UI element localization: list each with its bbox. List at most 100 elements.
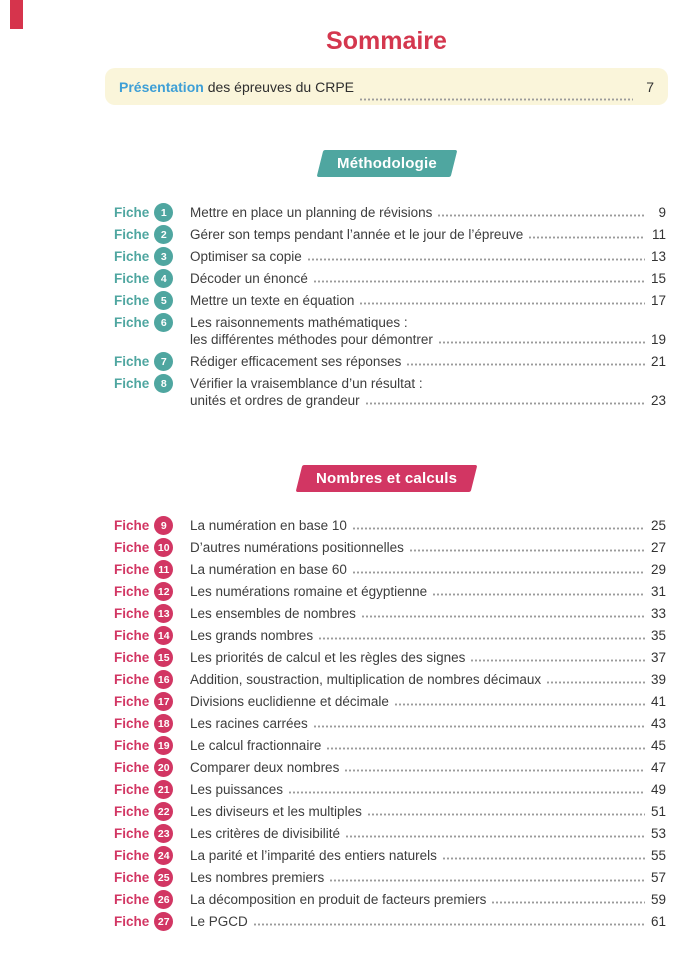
page-number: 39	[650, 672, 666, 687]
fiche-number-badge: 18	[154, 714, 174, 733]
entry-title: Mettre en place un planning de révisions	[190, 205, 433, 220]
fiche-label: Fiche	[114, 716, 150, 731]
entry-text-column: Les nombres premiers 57	[190, 869, 666, 886]
entry-title: Les raisonnements mathématiques :	[190, 315, 408, 330]
dotted-leader	[359, 302, 645, 305]
toc-row[interactable]: Fiche 17 Divisions euclidienne et décimale…	[114, 692, 666, 711]
page-number: 41	[650, 694, 666, 709]
toc-row[interactable]: Fiche 1 Mettre en place un planning de rév…	[114, 203, 666, 222]
fiche-label: Fiche	[114, 672, 150, 687]
fiche-cell: Fiche 15	[114, 648, 190, 667]
toc-row[interactable]: Fiche 5 Mettre un texte en équation 17	[114, 291, 666, 310]
toc-list: Fiche 1 Mettre en place un planning de rév…	[105, 203, 668, 409]
toc-row[interactable]: Fiche 19 Le calcul fractionnaire 45	[114, 736, 666, 755]
toc-row[interactable]: Fiche 14 Les grands nombres 35	[114, 626, 666, 645]
fiche-number-badge: 19	[154, 736, 174, 755]
fiche-cell: Fiche 12	[114, 582, 190, 601]
fiche-label: Fiche	[114, 606, 150, 621]
entry-text-column: Les raisonnements mathématiques : les dif…	[190, 314, 666, 348]
entry-title: Les numérations romaine et égyptienne	[190, 584, 428, 599]
dotted-leader	[360, 615, 645, 618]
fiche-number-badge: 27	[154, 912, 174, 931]
entry-line: Les nombres premiers 57	[190, 869, 666, 886]
dotted-leader	[441, 857, 645, 860]
fiche-cell: Fiche 6	[114, 313, 190, 332]
entry-line: D’autres numérations positionnelles 27	[190, 539, 666, 556]
presentation-banner-row[interactable]: Présentation des épreuves du CRPE 7	[105, 68, 668, 105]
fiche-label: Fiche	[114, 804, 150, 819]
toc-row[interactable]: Fiche 6 Les raisonnements mathématiques :l…	[114, 313, 666, 348]
fiche-label: Fiche	[114, 738, 150, 753]
toc-row[interactable]: Fiche 10 D’autres numérations positionnell…	[114, 538, 666, 557]
toc-row[interactable]: Fiche 9 La numération en base 10 25	[114, 516, 666, 535]
fiche-cell: Fiche 16	[114, 670, 190, 689]
dotted-leader	[437, 214, 645, 217]
fiche-number-badge: 6	[154, 313, 174, 332]
section-badge-label: Nombres et calculs	[315, 470, 458, 487]
entry-text-column: Les critères de divisibilité 53	[190, 825, 666, 842]
page-number: 19	[650, 332, 666, 347]
section-badge-row: Nombres et calculs	[105, 465, 668, 492]
toc-row[interactable]: Fiche 7 Rédiger efficacement ses réponses 2…	[114, 352, 666, 371]
fiche-label: Fiche	[114, 205, 150, 220]
entry-line: Les ensembles de nombres 33	[190, 605, 666, 622]
entry-title: Le PGCD	[190, 914, 248, 929]
page-number: 21	[650, 354, 666, 369]
fiche-label: Fiche	[114, 315, 150, 330]
entry-text-column: Les grands nombres 35	[190, 627, 666, 644]
page-number: 13	[650, 249, 666, 264]
page-number: 43	[650, 716, 666, 731]
entry-line: Mettre un texte en équation 17	[190, 292, 666, 309]
toc-row[interactable]: Fiche 12 Les numérations romaine et égypti…	[114, 582, 666, 601]
entry-title: Gérer son temps pendant l’année et le jo…	[190, 227, 524, 242]
fiche-cell: Fiche 19	[114, 736, 190, 755]
fiche-label: Fiche	[114, 826, 150, 841]
toc-row[interactable]: Fiche 24 La parité et l’imparité des entie…	[114, 846, 666, 865]
fiche-label: Fiche	[114, 782, 150, 797]
entry-title: Les diviseurs et les multiples	[190, 804, 362, 819]
fiche-number-badge: 22	[154, 802, 174, 821]
fiche-cell: Fiche 13	[114, 604, 190, 623]
toc-row[interactable]: Fiche 25 Les nombres premiers 57	[114, 868, 666, 887]
dotted-leader	[306, 258, 645, 261]
toc-row[interactable]: Fiche 18 Les racines carrées 43	[114, 714, 666, 733]
entry-title: unités et ordres de grandeur	[190, 393, 360, 408]
dotted-leader	[252, 923, 645, 926]
entry-line: Les raisonnements mathématiques :	[190, 314, 666, 331]
toc-row[interactable]: Fiche 22 Les diviseurs et les multiples 51	[114, 802, 666, 821]
fiche-cell: Fiche 5	[114, 291, 190, 310]
page-number: 25	[650, 518, 666, 533]
entry-title: Les racines carrées	[190, 716, 308, 731]
section-badge: Méthodologie	[316, 150, 457, 177]
entry-title: Le calcul fractionnaire	[190, 738, 322, 753]
page-number: 61	[650, 914, 666, 929]
toc-section: Nombres et calculs Fiche 9 La numération en…	[105, 465, 668, 931]
toc-row[interactable]: Fiche 11 La numération en base 60 29	[114, 560, 666, 579]
fiche-label: Fiche	[114, 848, 150, 863]
page-number: 11	[651, 227, 666, 242]
entry-title: D’autres numérations positionnelles	[190, 540, 404, 555]
entry-line: Les grands nombres 35	[190, 627, 666, 644]
toc-row[interactable]: Fiche 23 Les critères de divisibilité 53	[114, 824, 666, 843]
toc-row[interactable]: Fiche 8 Vérifier la vraisemblance d’un rés…	[114, 374, 666, 409]
toc-row[interactable]: Fiche 21 Les puissances 49	[114, 780, 666, 799]
toc-row[interactable]: Fiche 13 Les ensembles de nombres 33	[114, 604, 666, 623]
dotted-leader	[312, 280, 645, 283]
entry-title: La parité et l’imparité des entiers natu…	[190, 848, 437, 863]
toc-row[interactable]: Fiche 20 Comparer deux nombres 47	[114, 758, 666, 777]
toc-section: Méthodologie Fiche 1 Mettre en place un pla…	[105, 150, 668, 409]
toc-row[interactable]: Fiche 16 Addition, soustraction, multiplic…	[114, 670, 666, 689]
page-number: 53	[650, 826, 666, 841]
toc-row[interactable]: Fiche 4 Décoder un énoncé 15	[114, 269, 666, 288]
toc-row[interactable]: Fiche 27 Le PGCD 61	[114, 912, 666, 931]
toc-row[interactable]: Fiche 26 La décomposition en produit de fa…	[114, 890, 666, 909]
entry-title: Rédiger efficacement ses réponses	[190, 354, 402, 369]
toc-row[interactable]: Fiche 3 Optimiser sa copie 13	[114, 247, 666, 266]
toc-row[interactable]: Fiche 2 Gérer son temps pendant l’année et…	[114, 225, 666, 244]
entry-text-column: Les numérations romaine et égyptienne 31	[190, 583, 666, 600]
entry-title: La numération en base 60	[190, 562, 347, 577]
toc-row[interactable]: Fiche 15 Les priorités de calcul et les rè…	[114, 648, 666, 667]
entry-line: Addition, soustraction, multiplication d…	[190, 671, 666, 688]
fiche-label: Fiche	[114, 914, 150, 929]
dotted-leader	[351, 527, 645, 530]
